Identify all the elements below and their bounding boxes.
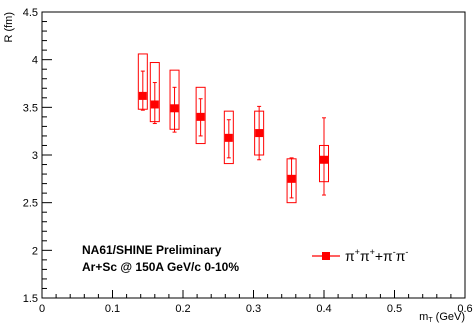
x-tick-label: 0.5: [387, 303, 402, 315]
data-marker: [320, 155, 328, 164]
legend-label-superscript: -: [393, 247, 396, 257]
x-tick-label: 0.2: [175, 303, 190, 315]
y-tick-label: 2.5: [23, 198, 38, 210]
x-axis-label: mT (GeV): [419, 311, 465, 324]
legend: π+π++π-π-: [312, 247, 408, 264]
data-marker: [138, 91, 147, 100]
data-point: [169, 69, 180, 133]
legend-label-superscript: +: [370, 247, 375, 257]
data-point: [319, 117, 329, 196]
x-tick-label: 0: [39, 303, 45, 315]
y-tick-label: 1.5: [23, 293, 38, 305]
data-marker: [255, 129, 264, 138]
data-point: [223, 110, 234, 165]
legend-label-superscript: +: [355, 247, 360, 257]
data-point: [195, 86, 206, 145]
y-axis-label: R (fm): [3, 12, 15, 43]
data-marker: [287, 174, 296, 183]
y-tick-label: 3: [32, 150, 38, 162]
x-axis-label-main: m: [419, 311, 428, 323]
systematic-error-box: [223, 110, 234, 165]
legend-marker: [322, 252, 330, 260]
y-tick-label: 3.5: [23, 102, 38, 114]
legend-label-superscript: -: [405, 247, 408, 257]
x-tick-label: 0.6: [457, 303, 472, 315]
legend-label-text: +π: [375, 248, 393, 264]
data-point: [286, 157, 297, 204]
x-tick-label: 0.3: [246, 303, 261, 315]
legend-label: π+π++π-π-: [345, 247, 408, 264]
data-marker: [224, 133, 233, 142]
data-marker: [196, 112, 205, 121]
legend-label-text: π: [396, 248, 406, 264]
data-marker: [150, 100, 159, 109]
x-tick-labels: 0 0.1 0.2 0.3 0.4 0.5 0.6: [39, 303, 473, 315]
x-axis-label-sub: T: [428, 317, 433, 324]
legend-label-text: π: [360, 248, 370, 264]
y-tick-label: 4: [32, 55, 38, 67]
y-tick-label: 4.5: [23, 7, 38, 19]
axis-ticks: [41, 11, 466, 299]
x-tick-label: 0.4: [316, 303, 331, 315]
data-point: [254, 105, 265, 161]
data-series: [137, 53, 329, 204]
x-axis-label-unit: (GeV): [433, 311, 465, 323]
systematic-error-box: [195, 86, 206, 145]
annotation-line-1: NA61/SHINE Preliminary: [82, 243, 222, 257]
data-point: [137, 53, 148, 111]
y-tick-labels: 1.5 2 2.5 3 3.5 4 4.5: [23, 7, 38, 305]
annotation-line-2: Ar+Sc @ 150A GeV/c 0-10%: [82, 260, 239, 274]
data-marker: [170, 104, 179, 113]
legend-label-text: π: [345, 248, 355, 264]
y-tick-label: 2: [32, 245, 38, 257]
x-tick-label: 0.1: [105, 303, 120, 315]
data-point: [149, 62, 160, 125]
